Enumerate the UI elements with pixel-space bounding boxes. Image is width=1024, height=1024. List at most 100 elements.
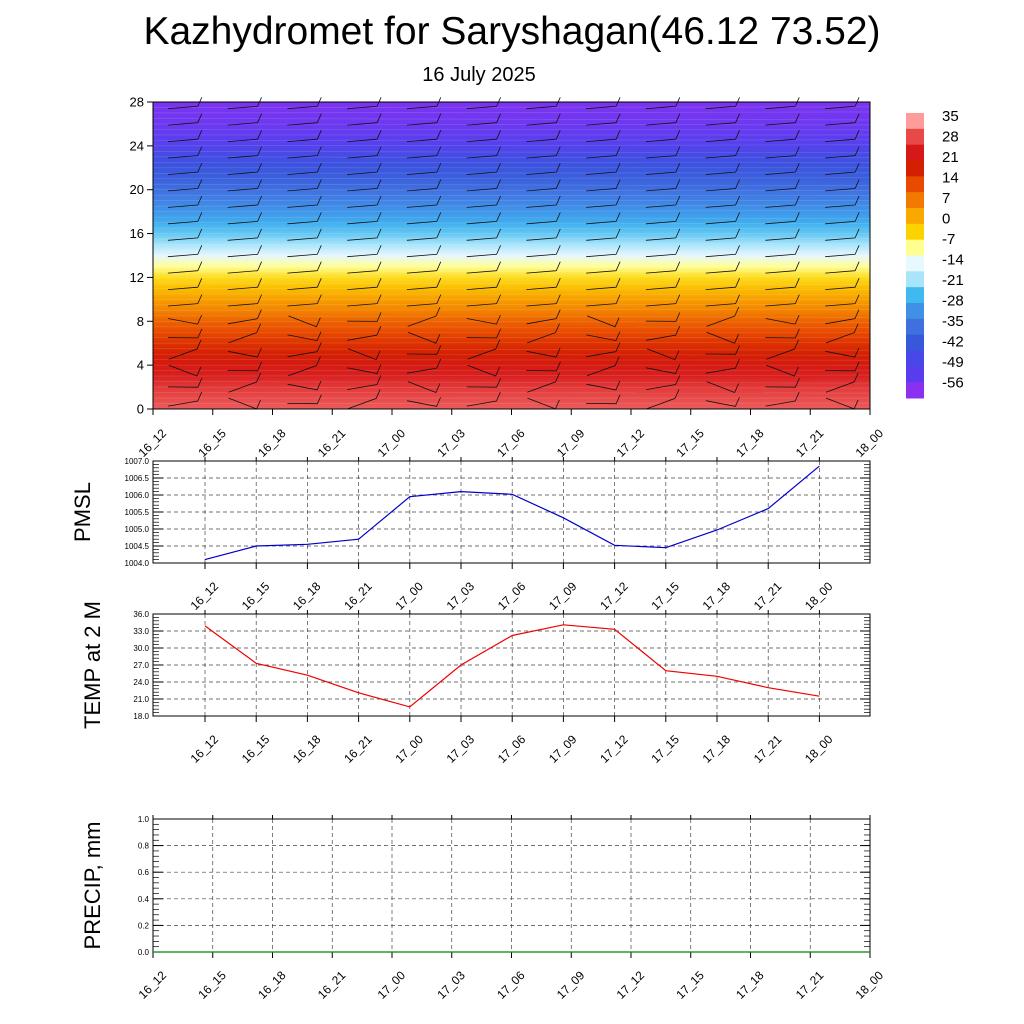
wind-barb xyxy=(765,261,800,274)
wind-barb xyxy=(406,97,442,110)
wind-barb xyxy=(227,130,262,142)
wind-barb xyxy=(706,331,739,344)
colorbar-label: -49 xyxy=(942,354,964,371)
wind-barb xyxy=(287,162,322,175)
wind-barb xyxy=(526,245,561,258)
x-tick-label: 17_00 xyxy=(392,732,426,766)
contour-line xyxy=(152,282,871,285)
wind-barb xyxy=(167,245,203,258)
wind-barb xyxy=(825,130,860,142)
y-tick-label: 0.4 xyxy=(138,895,150,904)
contour-line xyxy=(152,255,871,257)
wind-barb xyxy=(705,278,740,290)
contour-line xyxy=(152,276,871,278)
wind-barb xyxy=(406,294,442,307)
wind-barb xyxy=(466,378,501,388)
x-tick-label: 16_18 xyxy=(290,579,324,613)
contour-line xyxy=(152,227,871,229)
wind-barb xyxy=(825,212,860,225)
wind-barb xyxy=(705,179,740,192)
wind-barb xyxy=(288,356,321,377)
colorbar-swatch xyxy=(906,176,924,193)
contour-line xyxy=(152,205,871,207)
contour-line xyxy=(152,129,871,131)
wind-barb xyxy=(526,294,561,307)
wind-barb xyxy=(526,309,561,325)
wind-barb xyxy=(825,261,860,274)
colorbar-swatch xyxy=(906,144,924,161)
wind-barb xyxy=(227,97,262,110)
x-tick-label: 16_21 xyxy=(315,968,349,1002)
wind-barb xyxy=(645,179,681,192)
wind-barb xyxy=(645,312,681,322)
y-tick-label: 1005.0 xyxy=(125,525,150,534)
wind-barb xyxy=(347,375,382,390)
wind-barb xyxy=(406,195,442,208)
wind-barb xyxy=(825,97,860,110)
wind-barb xyxy=(586,113,621,126)
wind-barb xyxy=(227,212,262,225)
y-tick-label: 21.0 xyxy=(133,695,149,704)
y-tick-label: 36.0 xyxy=(133,610,149,619)
contour-line xyxy=(152,243,871,245)
x-tick-label: 17_18 xyxy=(700,579,734,613)
wind-barb xyxy=(347,130,382,142)
wind-barb xyxy=(347,261,382,274)
wind-barb xyxy=(586,278,621,290)
wind-barb xyxy=(766,339,799,360)
contour-line xyxy=(152,123,871,126)
wind-barb xyxy=(167,195,203,208)
wind-barb xyxy=(526,278,561,290)
y-tick-label: 20 xyxy=(130,182,144,197)
wind-barb xyxy=(168,391,203,407)
colorbar-label: -7 xyxy=(942,231,955,248)
wind-barb xyxy=(825,294,860,307)
y-axis-label: PMSL xyxy=(70,482,95,542)
wind-barb xyxy=(526,228,561,241)
contour-line xyxy=(152,386,871,389)
wind-barb xyxy=(406,130,442,142)
contour-line xyxy=(152,392,871,394)
wind-barb xyxy=(645,261,681,274)
wind-barb xyxy=(646,348,680,361)
wind-barb xyxy=(645,146,681,159)
y-tick-label: 1005.5 xyxy=(125,508,150,517)
wind-barb xyxy=(645,228,681,241)
wind-barb xyxy=(287,278,322,290)
x-tick-label: 18_00 xyxy=(802,579,836,613)
wind-barb xyxy=(766,364,799,377)
wind-barb xyxy=(705,195,740,208)
y-tick-label: 1004.0 xyxy=(125,559,150,568)
colorbar-swatch xyxy=(906,239,924,256)
wind-barb xyxy=(526,162,561,175)
wind-barb xyxy=(227,195,262,208)
wind-barb xyxy=(825,179,860,192)
wind-barb xyxy=(407,331,441,344)
wind-barb xyxy=(287,130,322,142)
wind-barb xyxy=(466,212,501,225)
colorbar-label: 0 xyxy=(942,211,950,228)
wind-barb xyxy=(347,245,382,258)
wind-barb xyxy=(347,97,382,110)
wind-barb xyxy=(466,314,501,325)
x-tick-label: 17_03 xyxy=(444,579,478,613)
x-tick-label: 17_21 xyxy=(751,732,785,766)
wind-barb xyxy=(167,228,203,241)
wind-barb xyxy=(646,326,681,341)
wind-barb xyxy=(526,130,561,142)
wind-barb xyxy=(287,97,322,110)
y-axis-label: TEMP at 2 M xyxy=(80,601,105,729)
wind-barb xyxy=(586,315,620,328)
wind-barb xyxy=(167,278,203,290)
contour-line xyxy=(152,183,871,187)
wind-barb xyxy=(645,278,681,290)
y-tick-label: 1006.5 xyxy=(125,474,150,483)
wind-barb xyxy=(825,195,860,208)
plot-frame xyxy=(152,460,871,564)
wind-barb xyxy=(705,113,740,126)
wind-barb xyxy=(705,294,740,307)
wind-barb xyxy=(347,278,382,290)
wind-barb xyxy=(287,331,322,342)
wind-barb xyxy=(705,97,740,110)
